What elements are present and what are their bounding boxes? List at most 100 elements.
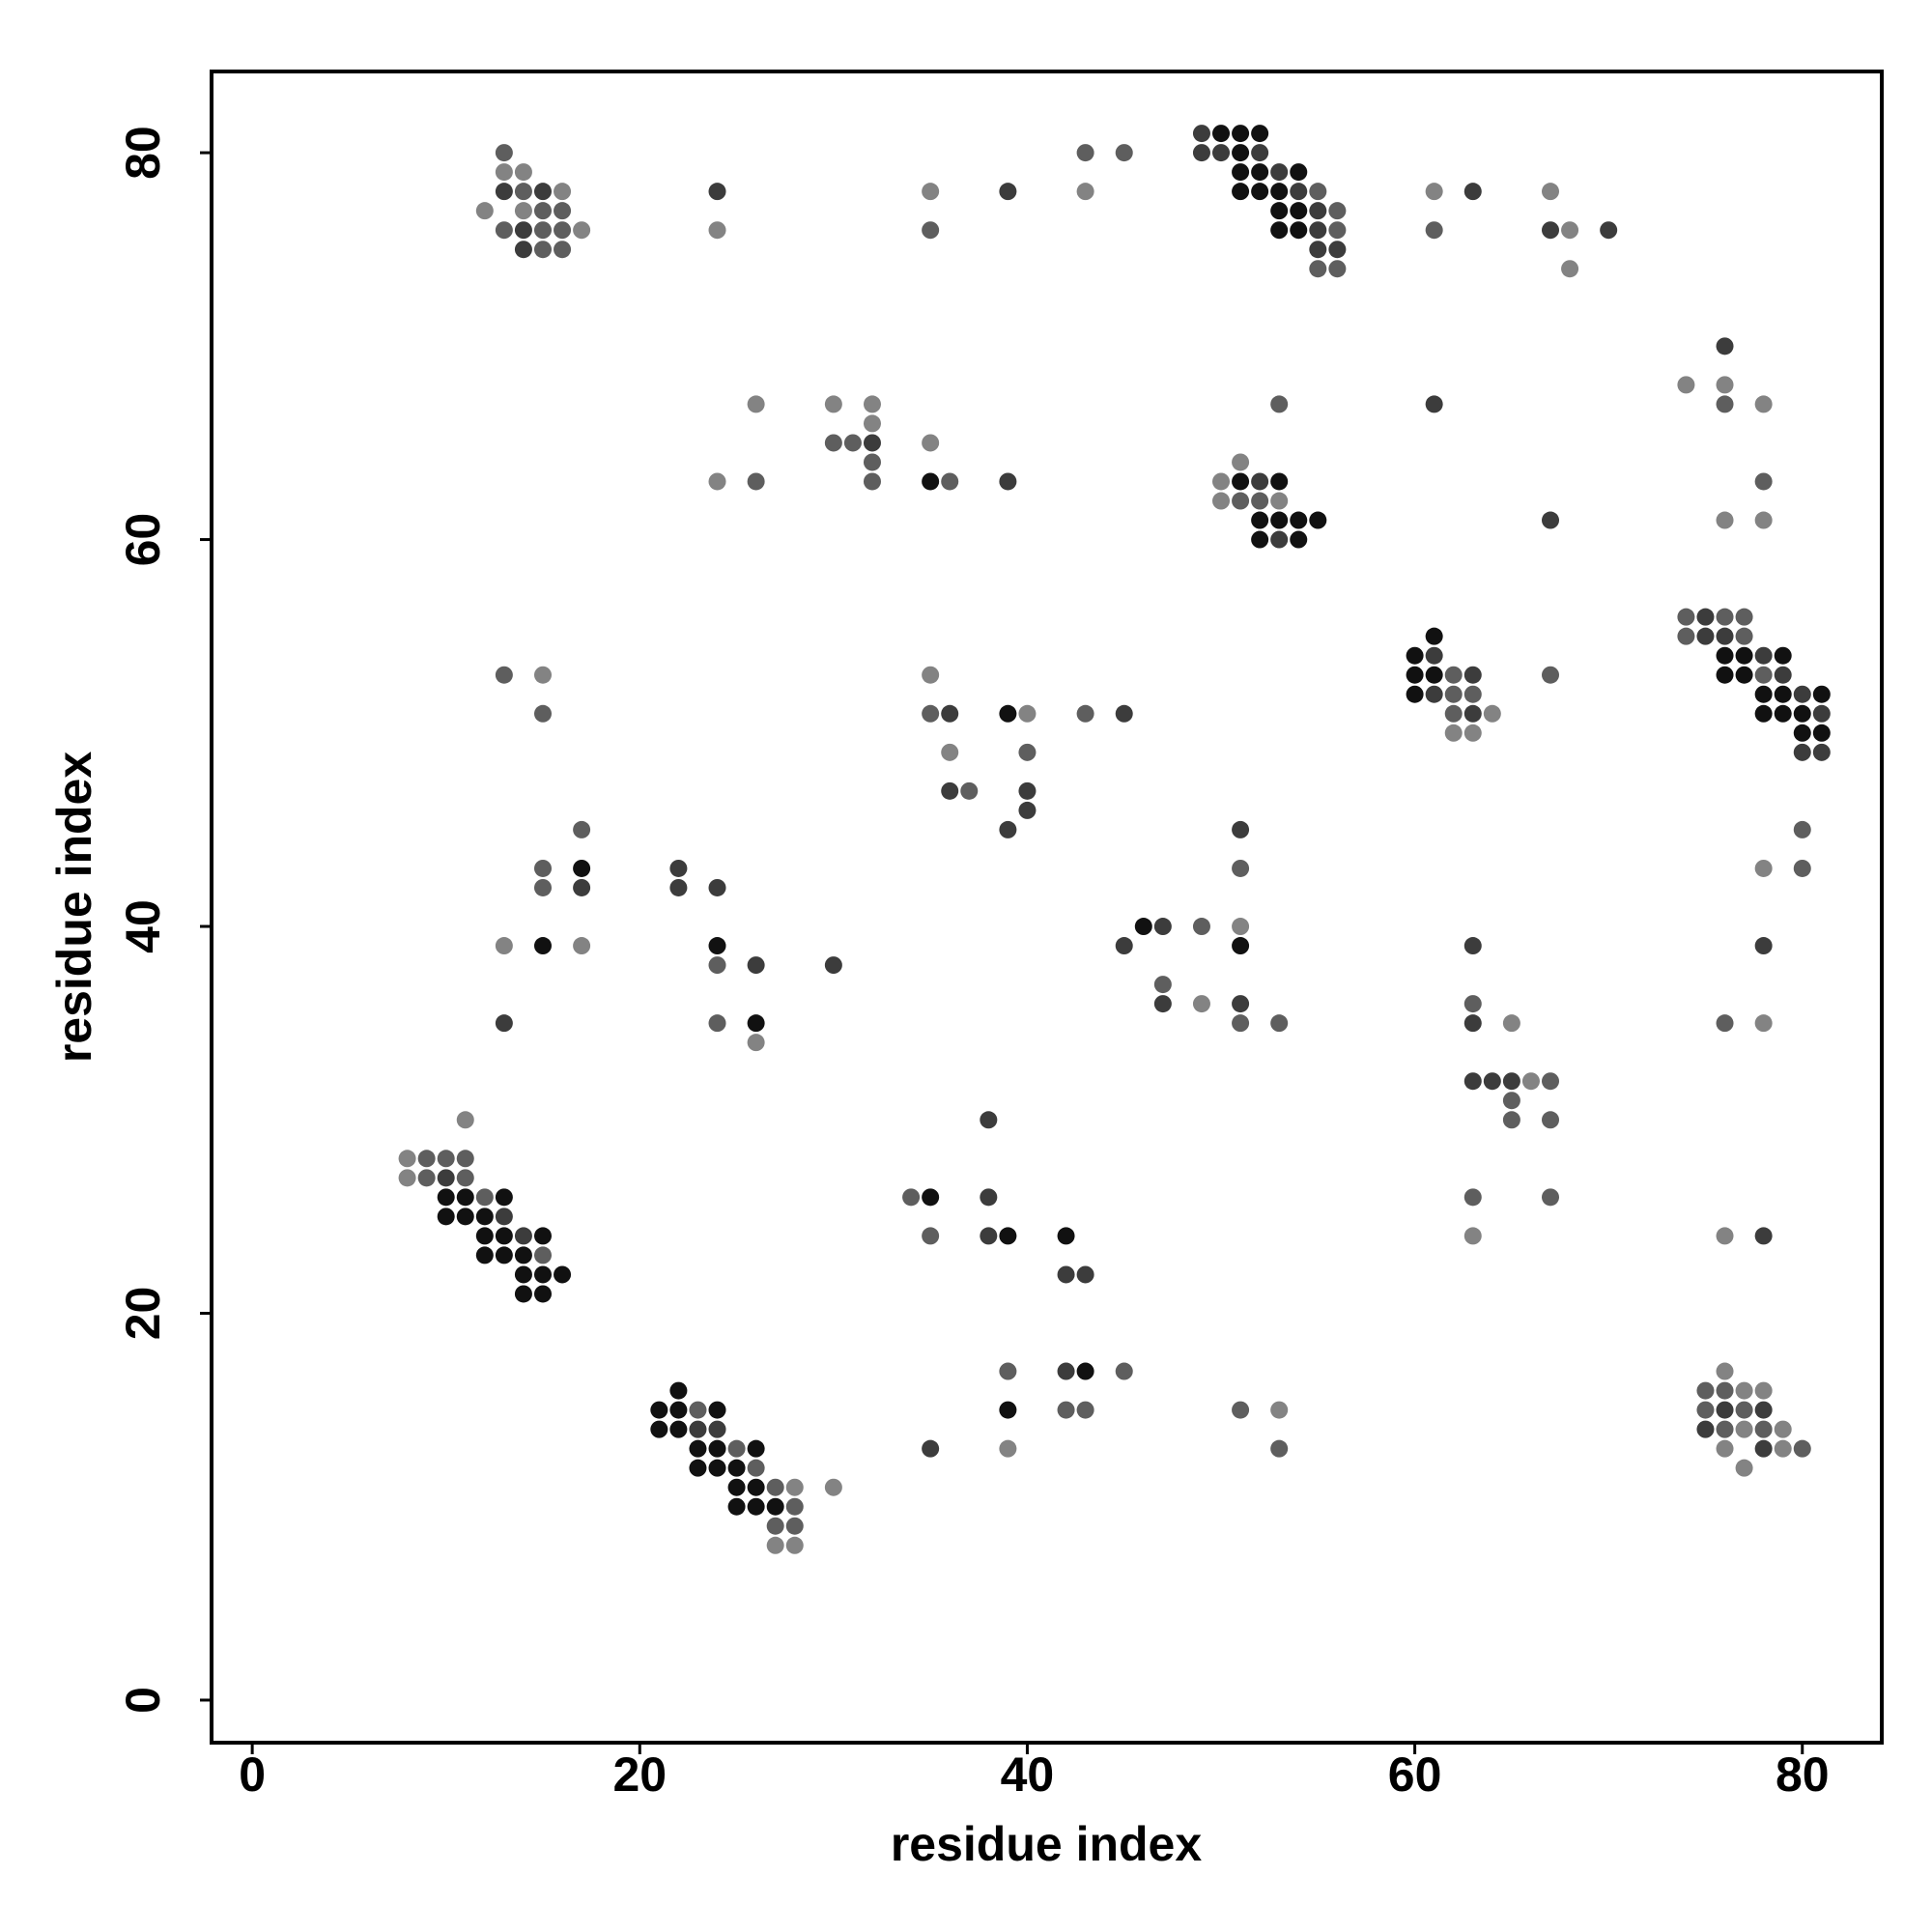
point	[863, 472, 881, 491]
point	[766, 1517, 784, 1535]
point	[1057, 1401, 1075, 1419]
point	[1018, 704, 1037, 723]
point	[437, 1169, 455, 1187]
point	[1270, 472, 1289, 491]
x-tick-label: 40	[1001, 1747, 1055, 1802]
point	[437, 1208, 455, 1226]
point	[495, 1208, 513, 1226]
point	[1793, 704, 1811, 723]
point	[1483, 704, 1501, 723]
x-tick-label: 60	[1388, 1747, 1442, 1802]
point	[1735, 1401, 1753, 1419]
point	[1444, 704, 1463, 723]
point	[1677, 608, 1695, 626]
y-axis-title: residue index	[47, 752, 101, 1064]
point	[1774, 646, 1792, 665]
point	[1018, 781, 1037, 800]
point	[456, 1208, 474, 1226]
point	[1328, 202, 1347, 220]
point	[1232, 183, 1250, 201]
point	[1754, 646, 1773, 665]
point	[495, 666, 513, 684]
point	[437, 1150, 455, 1168]
point	[1754, 859, 1773, 877]
point	[1463, 1072, 1482, 1091]
point	[1463, 1014, 1482, 1033]
point	[1232, 144, 1250, 162]
point	[1425, 183, 1443, 201]
point	[1716, 1439, 1734, 1458]
point	[922, 1439, 940, 1458]
point	[1328, 241, 1347, 259]
point	[1774, 685, 1792, 703]
point	[573, 820, 591, 838]
point	[1251, 183, 1269, 201]
point	[1018, 743, 1037, 761]
point	[554, 241, 572, 259]
point	[669, 1420, 688, 1438]
point	[1290, 530, 1308, 549]
point	[941, 472, 959, 491]
point	[1812, 724, 1831, 742]
point	[1309, 183, 1327, 201]
point	[999, 183, 1017, 201]
point	[650, 1420, 668, 1438]
point	[1251, 144, 1269, 162]
point	[922, 434, 940, 452]
point	[1232, 1014, 1250, 1033]
x-tick-label: 20	[612, 1747, 667, 1802]
point	[1735, 666, 1753, 684]
point	[573, 878, 591, 896]
point	[941, 743, 959, 761]
point	[1270, 511, 1289, 529]
point	[1735, 1381, 1753, 1400]
point	[669, 1381, 688, 1400]
point	[1716, 1014, 1734, 1033]
point	[999, 472, 1017, 491]
point	[1425, 646, 1443, 665]
point	[1425, 627, 1443, 645]
point	[1290, 511, 1308, 529]
point	[1076, 704, 1094, 723]
point	[1463, 995, 1482, 1013]
point	[999, 1362, 1017, 1380]
point	[747, 1034, 765, 1052]
point	[1232, 163, 1250, 182]
point	[495, 937, 513, 955]
point	[1793, 724, 1811, 742]
point	[1270, 492, 1289, 510]
point	[1076, 1401, 1094, 1419]
point	[514, 241, 532, 259]
point	[1754, 1439, 1773, 1458]
point	[495, 183, 513, 201]
point	[689, 1439, 707, 1458]
point	[1270, 183, 1289, 201]
point	[533, 1227, 552, 1245]
point	[1716, 1362, 1734, 1380]
point	[1735, 1459, 1753, 1477]
point	[573, 221, 591, 240]
point	[824, 1478, 842, 1496]
point	[1754, 1014, 1773, 1033]
point	[1076, 183, 1094, 201]
point	[766, 1497, 784, 1516]
point	[1290, 183, 1308, 201]
point	[1812, 704, 1831, 723]
point	[689, 1420, 707, 1438]
point	[1716, 511, 1734, 529]
point	[785, 1478, 804, 1496]
point	[1754, 1381, 1773, 1400]
point	[747, 472, 765, 491]
point	[1270, 395, 1289, 413]
point	[1754, 472, 1773, 491]
point	[1232, 1401, 1250, 1419]
point	[1716, 627, 1734, 645]
point	[1406, 666, 1424, 684]
point	[708, 1014, 726, 1033]
point	[398, 1169, 416, 1187]
point	[1677, 627, 1695, 645]
point	[999, 704, 1017, 723]
point	[689, 1401, 707, 1419]
point	[456, 1188, 474, 1207]
point	[1463, 1188, 1482, 1207]
